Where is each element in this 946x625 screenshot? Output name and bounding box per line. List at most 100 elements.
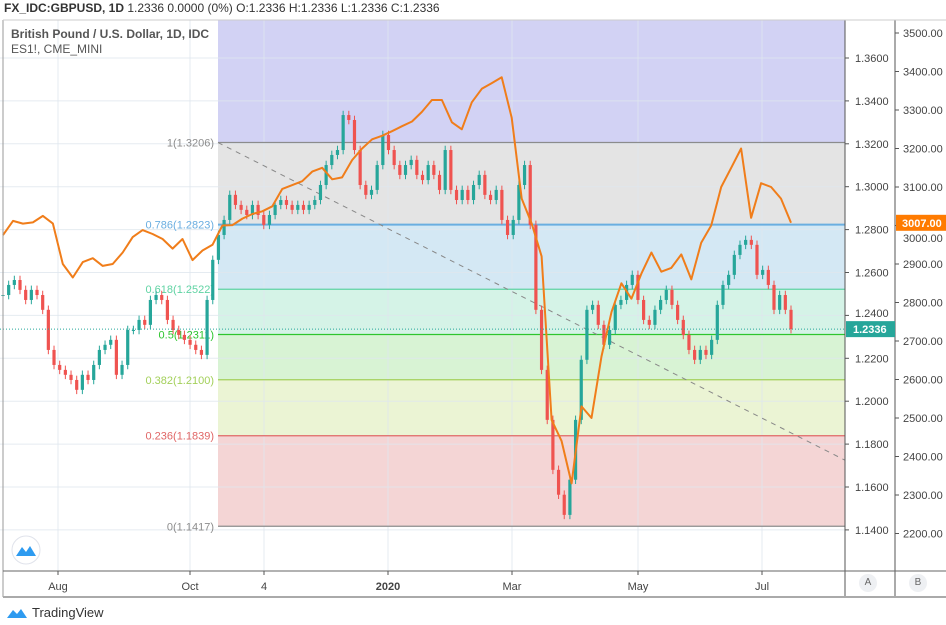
es-compare-line (2, 76, 792, 485)
candle-body (647, 319, 651, 325)
candle (783, 290, 787, 315)
candle (160, 290, 164, 305)
candle-body (58, 364, 62, 370)
tradingview-brand[interactable]: TradingView (6, 605, 104, 620)
candle-body (783, 295, 787, 310)
candle (483, 170, 487, 200)
candle-body (114, 339, 118, 375)
candle-body (335, 150, 340, 155)
fib-label-0: 0(1.1417) (167, 521, 214, 533)
candle (409, 155, 413, 170)
candle (256, 200, 260, 220)
candle-body (392, 150, 396, 166)
candle (545, 365, 549, 425)
candle (596, 300, 600, 330)
candle-body (545, 369, 549, 420)
candle (24, 285, 28, 305)
symbol-header: FX_IDC:GBPUSD, 1D 1.2336 0.0000 (0%) O:1… (4, 1, 440, 15)
time-axis-label: Aug (48, 581, 68, 593)
candle (165, 295, 170, 325)
candle-body (216, 234, 221, 260)
candle-body (75, 379, 79, 390)
candle (727, 270, 731, 290)
candle-body (500, 189, 504, 220)
candle (97, 345, 101, 370)
candle (143, 315, 147, 330)
candle-body (415, 159, 419, 175)
candle (290, 200, 294, 215)
left-axis-tick-label: 1.2800 (855, 225, 889, 237)
trendline-dashed (217, 142, 845, 461)
candle (517, 180, 521, 225)
candle (659, 295, 663, 315)
time-axis-label: 4 (261, 581, 267, 593)
candle-body (381, 135, 385, 166)
candle-body (676, 304, 680, 320)
candle (52, 345, 56, 370)
candle-body (120, 364, 124, 375)
candle (749, 235, 753, 250)
candle-body (29, 289, 33, 300)
candle-body (511, 219, 515, 235)
right-axis-tick-label: 2300.00 (903, 490, 943, 502)
candle-body (290, 204, 294, 210)
candle-body (347, 115, 351, 120)
candle (148, 295, 152, 330)
candle-body (97, 349, 101, 365)
candle (109, 335, 113, 350)
left-axis-tick-label: 1.1600 (855, 482, 889, 494)
es-last-price-badge-text: 3007.00 (902, 218, 942, 230)
candle-body (727, 274, 731, 285)
left-axis-tick-label: 1.2000 (855, 396, 889, 408)
candle-body (619, 299, 623, 305)
candle (698, 345, 702, 365)
candle (211, 255, 215, 305)
candle-body (607, 329, 612, 345)
fib-zone-0.786 (218, 224, 845, 290)
candle-body (364, 184, 368, 195)
fib-zone-0.5 (218, 334, 845, 380)
legend-compare-series[interactable]: ES1!, CME_MINI (11, 42, 103, 56)
candle (420, 170, 425, 185)
candle-body (324, 165, 328, 185)
tradingview-watermark-button[interactable] (11, 535, 41, 565)
candle-body (602, 324, 606, 345)
candle (415, 155, 419, 180)
candle (676, 300, 680, 325)
candle-body (664, 289, 668, 300)
scale-b-button[interactable]: B (909, 574, 927, 592)
fib-label-0.382: 0.382(1.2100) (146, 375, 215, 387)
candle-body (403, 165, 408, 175)
candle (86, 370, 90, 385)
tradingview-logo-icon (16, 546, 36, 556)
auto-scale-button[interactable]: A (859, 574, 877, 592)
candle-body (262, 215, 266, 225)
candle (381, 130, 385, 170)
candle (273, 200, 277, 220)
right-axis-tick-label: 2900.00 (903, 259, 943, 271)
candle-body (160, 295, 164, 300)
candle-body (449, 150, 453, 190)
candle-body (653, 309, 657, 325)
candle-body (766, 269, 770, 285)
candle-body (211, 259, 215, 300)
candle-body (279, 199, 283, 205)
legend-main-series[interactable]: British Pound / U.S. Dollar, 1D, IDC (11, 27, 210, 41)
candle (103, 340, 107, 355)
candle (250, 200, 255, 220)
candle-body (375, 165, 379, 190)
candle-body (710, 339, 714, 355)
candle (738, 240, 742, 260)
right-axis-tick-label: 2400.00 (903, 452, 943, 464)
candle-body (352, 119, 357, 151)
candle (653, 305, 657, 330)
series-legend[interactable]: British Pound / U.S. Dollar, 1D, IDC ES1… (11, 27, 209, 57)
candle-body (454, 189, 459, 200)
candle (642, 295, 646, 325)
candle-body (301, 204, 306, 210)
candle-body (585, 309, 589, 360)
candle-body (177, 329, 181, 335)
candle-body (386, 135, 391, 151)
candle (522, 160, 527, 190)
